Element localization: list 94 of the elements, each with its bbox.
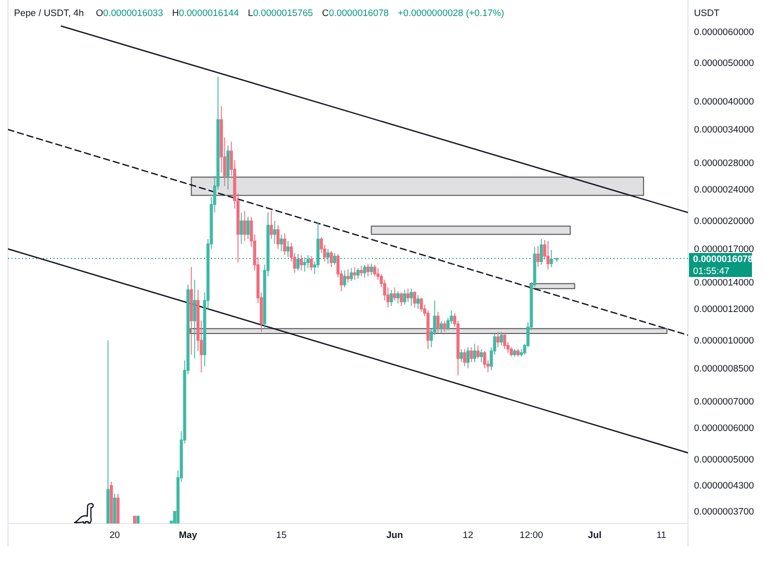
- candlestick: [436, 311, 440, 334]
- y-tick-label: 0.0000028000: [694, 156, 754, 168]
- y-tick-label: 0.0000003700: [694, 505, 754, 516]
- candlestick: [246, 216, 250, 240]
- candlestick: [353, 266, 356, 280]
- text: C0.0000016078: [322, 7, 389, 18]
- y-tick-label: 0.0000012000: [694, 302, 754, 314]
- candlestick: [476, 345, 480, 359]
- text: H0.0000016144: [172, 7, 239, 18]
- candlestick: [496, 331, 500, 348]
- candlestick: [270, 210, 273, 240]
- candlestick: [273, 220, 276, 244]
- candlestick: [360, 265, 363, 277]
- chart-title: Pepe / USDT, 4h: [14, 7, 84, 18]
- x-tick-label: 11: [656, 529, 666, 540]
- candlestick: [306, 254, 310, 269]
- y-tick-label: 0.0000005000: [694, 454, 754, 465]
- candlestick: [396, 290, 400, 304]
- candlestick: [550, 249, 553, 268]
- candlestick: [390, 289, 393, 306]
- candlestick: [440, 320, 443, 334]
- y-axis-title: USDT: [694, 7, 720, 18]
- x-tick-label: 20: [109, 529, 120, 540]
- candlestick: [393, 286, 396, 301]
- x-tick-label: 12:00: [520, 529, 544, 540]
- candlestick: [276, 224, 280, 250]
- candlestick: [296, 254, 300, 271]
- candlestick: [330, 250, 333, 268]
- candlestick: [420, 297, 423, 312]
- y-tick-label: 0.0000020000: [694, 214, 754, 226]
- candlestick: [540, 238, 543, 266]
- candlestick: [310, 256, 313, 271]
- candlestick: [466, 346, 470, 369]
- candlestick: [326, 248, 330, 264]
- candlestick: [413, 290, 416, 308]
- y-tick-label: 0.0000040000: [694, 96, 754, 107]
- x-tick-label: 15: [276, 529, 287, 540]
- candlestick: [286, 240, 290, 258]
- candlestick: [283, 232, 286, 256]
- x-tick-label: Jun: [386, 529, 404, 540]
- candlestick: [373, 264, 376, 277]
- y-tick-label: 0.0000006000: [694, 422, 754, 434]
- candlestick: [240, 212, 243, 244]
- candlestick: [473, 343, 476, 363]
- candlestick: [363, 264, 366, 278]
- y-tick-label: 0.0000007000: [694, 396, 754, 407]
- candlestick: [193, 279, 196, 359]
- candlestick: [443, 320, 446, 332]
- x-tick-label: May: [178, 529, 198, 540]
- candlestick: [346, 268, 350, 283]
- text: 01:55:47: [693, 265, 730, 276]
- ref-line-label: 0.0000016078: [693, 253, 753, 264]
- x-tick-label: 12: [462, 529, 474, 540]
- candlestick: [243, 210, 246, 242]
- candlestick: [400, 292, 403, 306]
- candlestick: [480, 348, 483, 363]
- candlestick: [546, 240, 550, 270]
- candlestick: [190, 266, 193, 356]
- candlestick: [403, 289, 406, 306]
- y-tick-label: 0.0000017000: [694, 242, 754, 254]
- candlestick: [503, 333, 506, 350]
- candlestick: [416, 294, 420, 310]
- y-tick-label: 0.0000008500: [694, 362, 754, 374]
- candlestick: [370, 263, 373, 276]
- y-tick-label: 0.0000004300: [694, 480, 754, 491]
- candlestick: [460, 348, 463, 363]
- y-tick-label: 0.0000024000: [694, 184, 754, 195]
- text: L0.0000015765: [248, 7, 314, 18]
- candlestick: [500, 331, 503, 346]
- y-tick-label: 0.0000010000: [694, 334, 754, 346]
- candlestick: [470, 346, 473, 363]
- candlestick: [513, 348, 516, 357]
- y-tick-label: 0.0000050000: [694, 57, 754, 68]
- candlestick: [406, 288, 410, 302]
- candlestick: [350, 268, 353, 282]
- candlestick: [463, 348, 466, 367]
- y-tick-label: 0.0000034000: [694, 124, 754, 135]
- candlestick: [410, 288, 413, 306]
- candlestick: [366, 263, 370, 277]
- candlestick: [343, 270, 346, 288]
- candlestick: [303, 256, 306, 272]
- text: O0.0000016033: [96, 7, 164, 18]
- candlestick: [356, 268, 360, 280]
- x-tick-label: Jul: [588, 529, 602, 540]
- y-tick-label: 0.0000014000: [694, 276, 754, 288]
- candlestick: [483, 350, 486, 369]
- y-tick-label: 0.0000060000: [694, 26, 754, 37]
- candlestick: [226, 145, 230, 190]
- candlestick: [280, 234, 283, 252]
- candlestick: [333, 252, 336, 266]
- candlestick: [516, 348, 520, 357]
- candlestick: [536, 245, 540, 268]
- text: +0.0000000028 (+0.17%): [398, 7, 504, 18]
- candlestick: [300, 254, 303, 271]
